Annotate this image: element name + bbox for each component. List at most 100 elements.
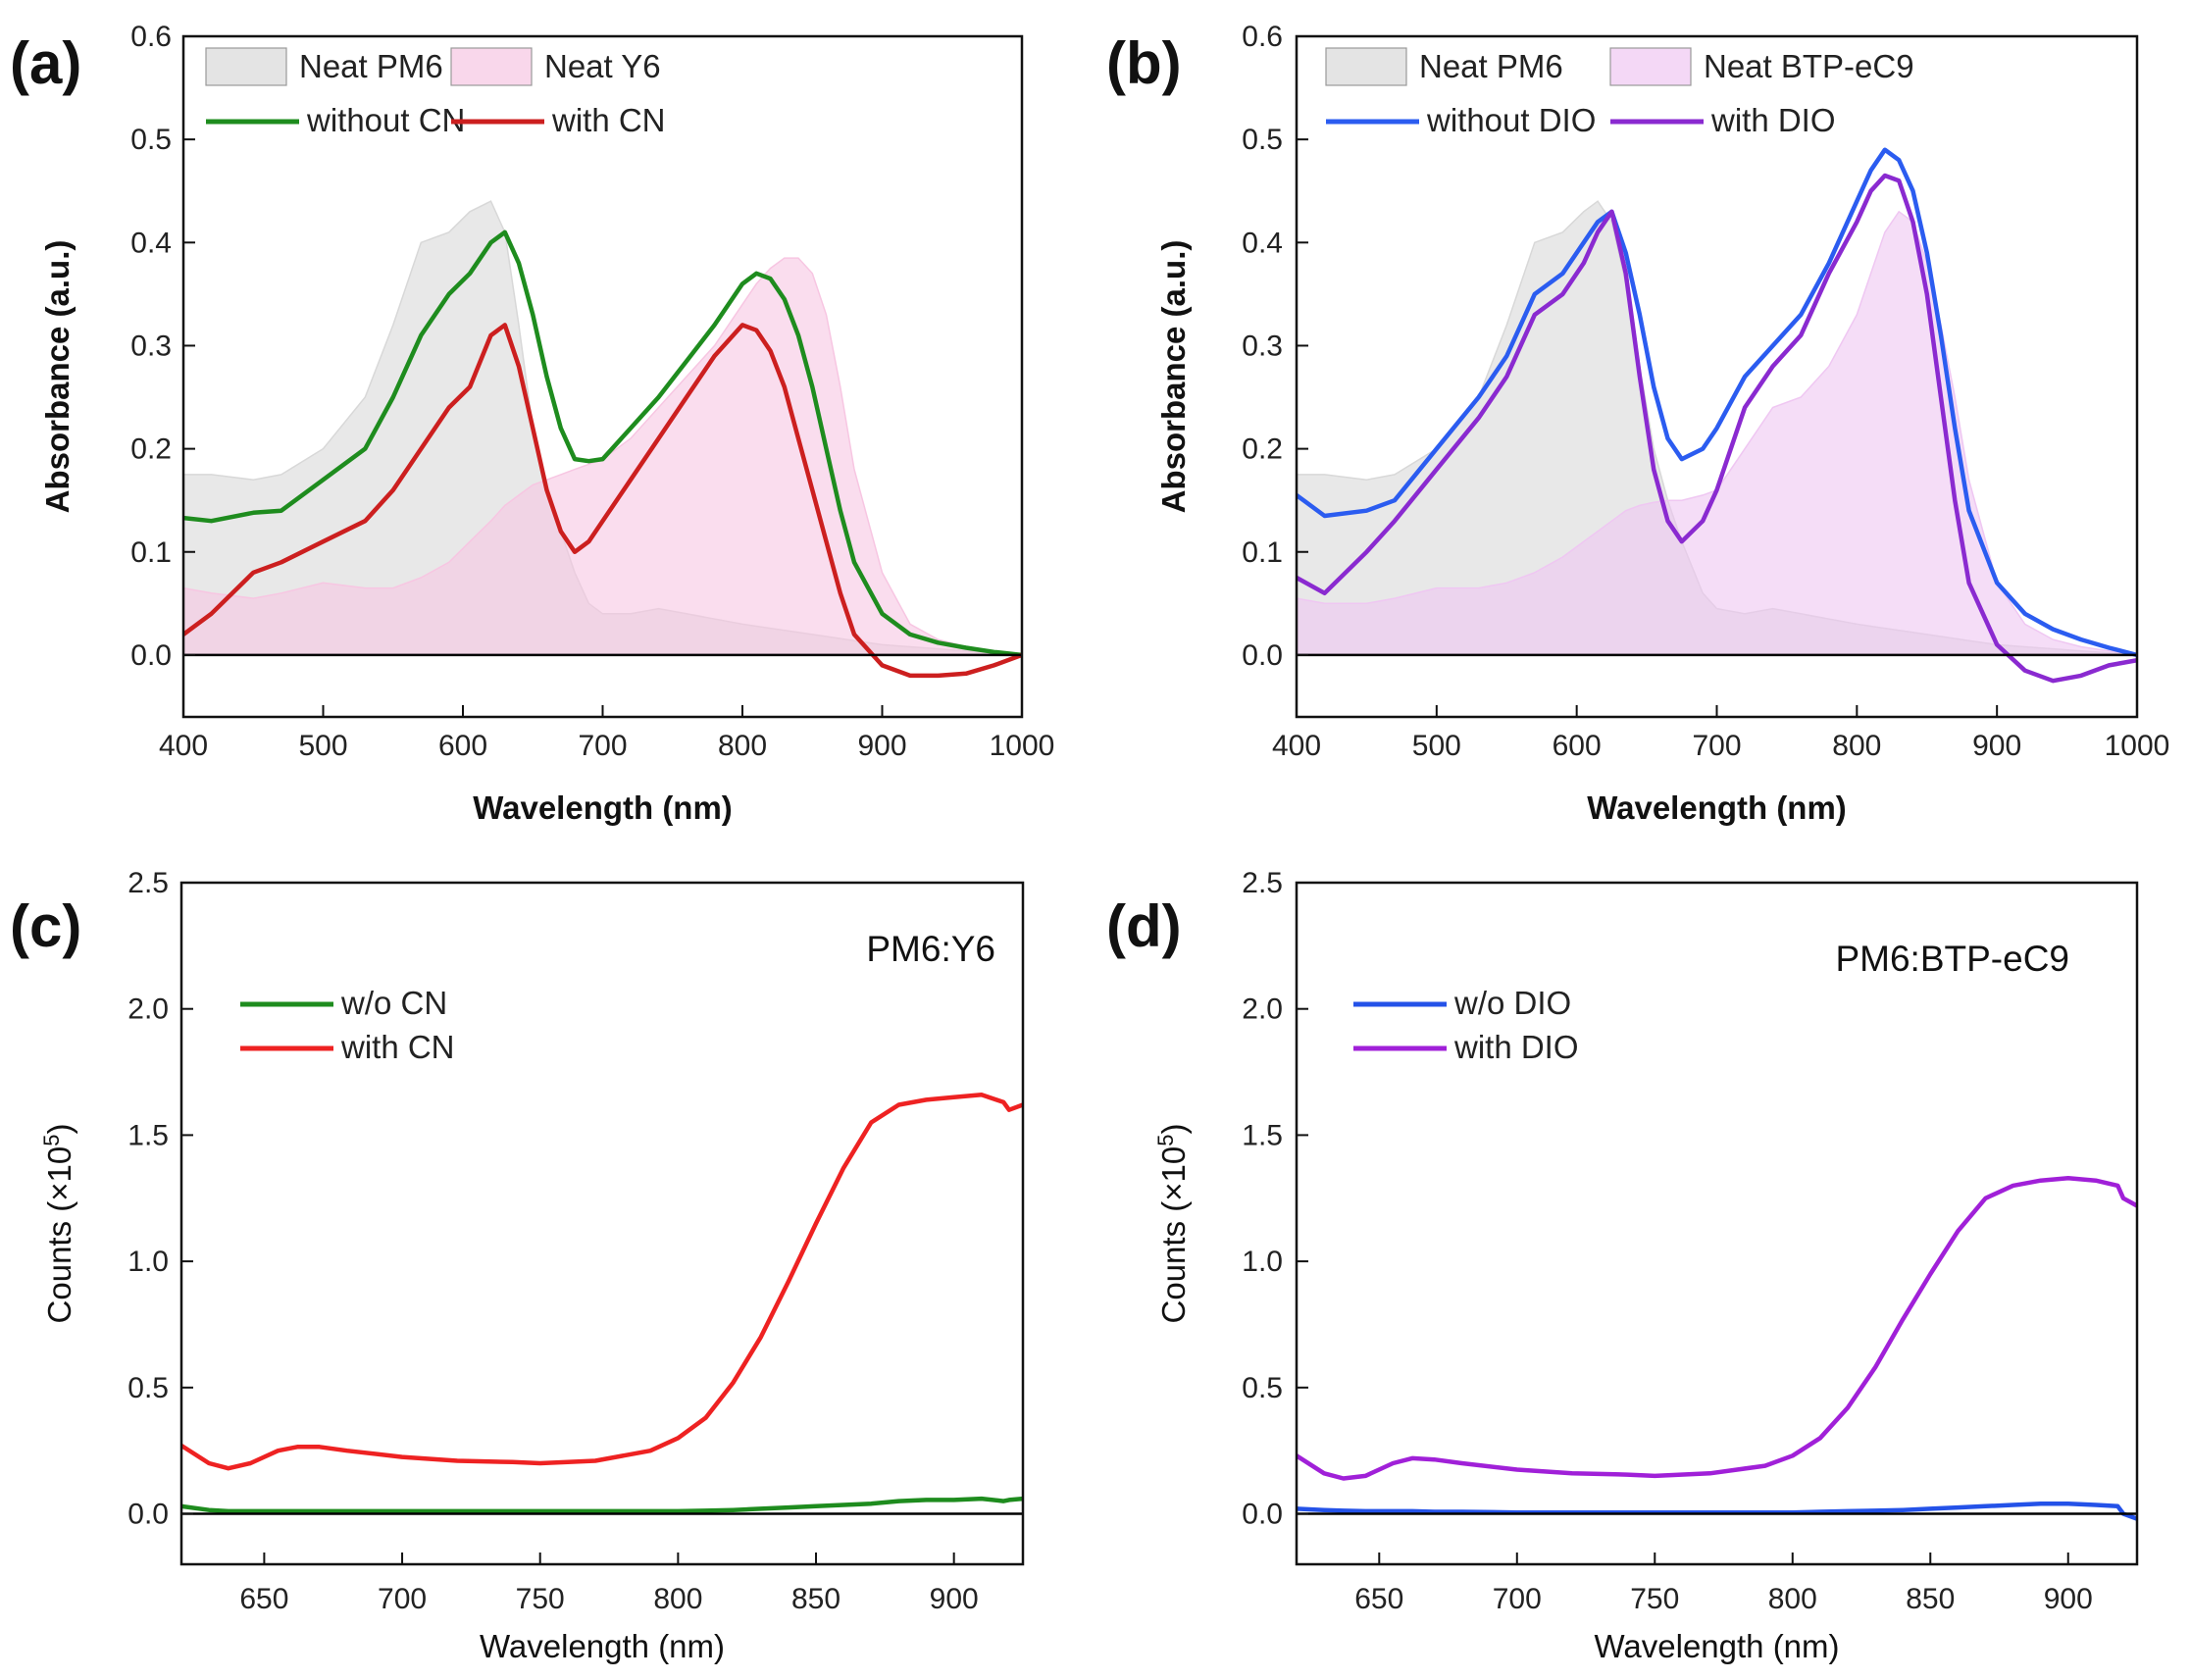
y-tick-label: 0.0 (1242, 639, 1283, 672)
panel-c: 650 700 750 800 850 900 0.0 0.5 1.0 1.5 2.0 2.5 Wave… (10, 867, 1025, 1664)
y-tick-label: 0.0 (1242, 1499, 1283, 1531)
x-tick-label: 900 (1972, 730, 2021, 762)
legend-label: w/o DIO (1453, 985, 1571, 1021)
panel-a: 400 500 600 700 800 900 1000 0.0 0.1 0.2 0.3 0.4 0.5… (10, 21, 1054, 826)
y-axis-label: Absorbance (a.u.) (39, 240, 76, 514)
y-tick-label: 0.3 (1242, 330, 1283, 362)
series-neat-y6-area (183, 257, 1022, 656)
x-tick-label: 800 (653, 1583, 702, 1615)
y-tick-label: 2.0 (1242, 993, 1283, 1026)
panel-d: 650 700 750 800 850 900 0.0 0.5 1.0 1.5 2.0 2.5 Wave… (1106, 867, 2139, 1664)
x-tick-label: 1000 (2105, 730, 2170, 762)
x-tick-label: 700 (1493, 1583, 1542, 1615)
x-tick-label: 800 (1768, 1583, 1817, 1615)
panel-label: (d) (1106, 893, 1182, 959)
series-neat-btp-ec9-area (1297, 210, 2137, 656)
plot-area (1297, 147, 2137, 684)
x-tick-label: 500 (1412, 730, 1461, 762)
plot-area (181, 1092, 1023, 1514)
legend-swatch (1609, 47, 1692, 86)
series-without-dio-line (1297, 147, 2137, 658)
legend-label: Neat PM6 (1419, 48, 1563, 84)
legend-label: with DIO (1710, 102, 1836, 138)
legend-label: without CN (306, 102, 465, 138)
legend-swatch (450, 47, 533, 86)
plot-area (1297, 1175, 2137, 1521)
x-tick-label: 1000 (990, 730, 1055, 762)
axes-frame (1295, 881, 2139, 1566)
y-tick-label: 0.4 (1242, 227, 1283, 259)
x-tick-label: 750 (516, 1583, 565, 1615)
y-axis-label: Absorbance (a.u.) (1155, 240, 1192, 514)
y-tick-label: 0.4 (130, 227, 172, 259)
sample-title: PM6:Y6 (866, 929, 995, 969)
y-tick-label: 0.1 (1242, 536, 1283, 569)
legend-label: w/o CN (340, 985, 447, 1021)
y-tick-label: 0.6 (1242, 21, 1283, 53)
x-tick-label: 650 (1354, 1583, 1403, 1615)
legend-swatch (1325, 47, 1407, 86)
x-axis-label: Wavelength (nm) (1587, 789, 1847, 826)
y-tick-label: 2.0 (127, 993, 169, 1026)
legend-label: Neat BTP-eC9 (1704, 48, 1914, 84)
x-tick-label: 500 (298, 730, 347, 762)
y-tick-label: 0.1 (130, 536, 172, 569)
y-tick-label: 2.5 (127, 867, 169, 899)
y-tick-label: 0.5 (1242, 124, 1283, 156)
series-with-cn-line (183, 323, 1022, 679)
panel-b: 400 500 600 700 800 900 1000 0.0 0.1 0.2 0.3 0.4 0.5… (1106, 21, 2169, 826)
y-tick-label: 1.0 (1242, 1246, 1283, 1278)
y-tick-label: 2.5 (1242, 867, 1283, 899)
x-tick-label: 800 (1832, 730, 1881, 762)
legend-swatch (205, 47, 287, 86)
legend-label: Neat Y6 (544, 48, 661, 84)
x-tick-label: 750 (1630, 1583, 1679, 1615)
y-tick-label: 1.5 (1242, 1119, 1283, 1151)
legend: Neat PM6 Neat BTP-eC9 without DIO with DIO (1325, 47, 1914, 138)
x-tick-label: 900 (930, 1583, 979, 1615)
series-without-cn-line (183, 229, 1022, 658)
x-tick-label: 700 (578, 730, 627, 762)
x-axis-label: Wavelength (nm) (473, 789, 733, 826)
x-tick-label: 650 (239, 1583, 288, 1615)
series-with-dio-line (1297, 1175, 2137, 1481)
x-tick-label: 850 (791, 1583, 840, 1615)
x-axis-label: Wavelength (nm) (480, 1628, 725, 1664)
legend: w/o DIO with DIO (1353, 985, 1579, 1065)
x-axis-label: Wavelength (nm) (1594, 1628, 1839, 1664)
y-tick-label: 1.5 (127, 1119, 169, 1151)
y-axis-label: Counts (×105) (1153, 1124, 1192, 1324)
x-tick-label: 600 (438, 730, 487, 762)
y-tick-label: 0.2 (1242, 433, 1283, 466)
y-tick-label: 0.5 (1242, 1372, 1283, 1404)
y-tick-label: 0.5 (127, 1372, 169, 1404)
series-with-dio-line (1297, 173, 2137, 684)
series-with-cn-line (181, 1092, 1023, 1471)
y-tick-label: 0.5 (130, 124, 172, 156)
y-tick-label: 1.0 (127, 1246, 169, 1278)
x-tick-label: 900 (2044, 1583, 2093, 1615)
panel-label: (a) (10, 30, 81, 96)
y-tick-label: 0.3 (130, 330, 172, 362)
x-tick-label: 800 (718, 730, 767, 762)
legend-label: with CN (551, 102, 666, 138)
x-tick-label: 400 (159, 730, 208, 762)
panel-label: (b) (1106, 30, 1182, 96)
legend-label: without DIO (1426, 102, 1596, 138)
legend-label: Neat PM6 (299, 48, 443, 84)
y-tick-label: 0.0 (130, 639, 172, 672)
x-tick-label: 900 (857, 730, 906, 762)
x-tick-label: 400 (1272, 730, 1321, 762)
legend-label: with CN (340, 1029, 455, 1065)
axes-frame (179, 881, 1025, 1566)
series-w-o-dio-line (1297, 1501, 2137, 1521)
panel-label: (c) (10, 893, 81, 959)
series-w-o-cn-line (181, 1496, 1023, 1514)
y-tick-label: 0.2 (130, 433, 172, 466)
plot-area (183, 200, 1022, 679)
sample-title: PM6:BTP-eC9 (1835, 939, 2069, 979)
x-tick-label: 600 (1553, 730, 1602, 762)
x-tick-label: 700 (378, 1583, 427, 1615)
y-tick-label: 0.6 (130, 21, 172, 53)
